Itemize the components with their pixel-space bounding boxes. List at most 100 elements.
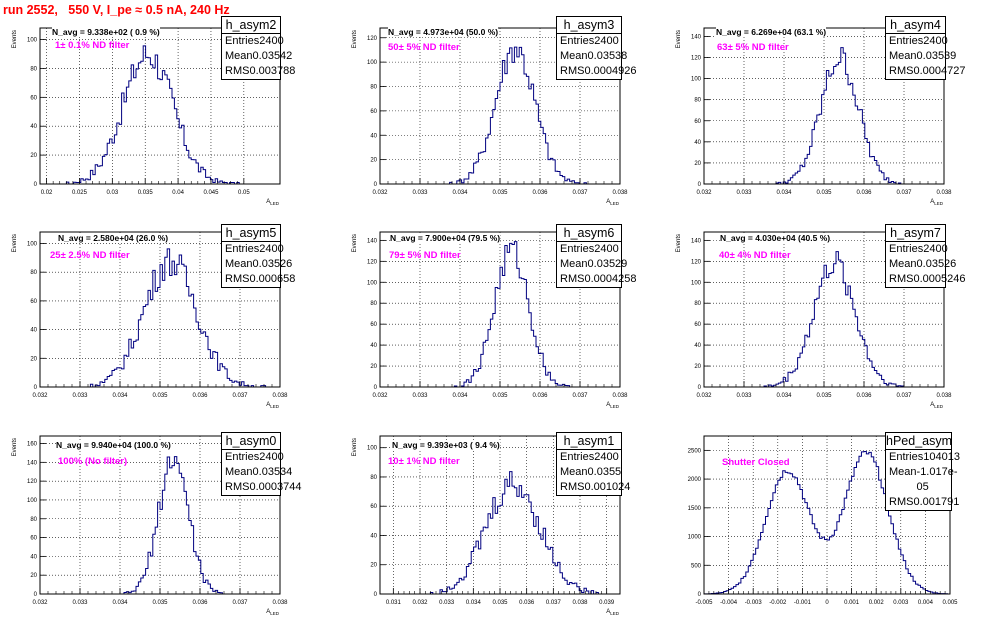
y-tick-label: 0 <box>374 385 378 391</box>
stat-box-hPed_asym: hPed_asym Entries 104013 Mean -1.017e-05 RMS 0… <box>885 432 960 511</box>
stat-row-entries: Entries 2400 <box>222 450 284 465</box>
x-tick-label: 0.035 <box>816 190 832 196</box>
x-tick-label: 0.036 <box>856 190 872 196</box>
stat-value: 0.0004926 <box>584 65 637 77</box>
stat-label: Mean <box>225 50 253 62</box>
stat-value: 0.03534 <box>252 466 293 478</box>
y-tick-label: 0 <box>698 182 702 188</box>
filter-label: 63± 5% ND filter <box>717 42 789 53</box>
y-tick-label: 100 <box>27 38 38 44</box>
y-tick-label: 20 <box>370 563 377 569</box>
x-tick-label: 0.033 <box>412 393 428 399</box>
y-tick-label: 60 <box>370 109 377 115</box>
y-tick-label: 40 <box>370 533 377 539</box>
stat-label: Entries <box>889 35 924 47</box>
y-tick-label: 100 <box>367 280 378 286</box>
y-tick-label: 100 <box>691 77 702 83</box>
navg-label: N_avg = 4.973e+04 (50.0 %) <box>388 27 499 37</box>
x-axis-title: ALED <box>606 402 620 409</box>
filter-label: 10± 1% ND filter <box>388 456 460 467</box>
histogram-line <box>703 451 951 595</box>
y-tick-label: 40 <box>694 140 701 146</box>
stat-value: 0.000658 <box>249 273 296 285</box>
stat-row-rms: RMS 0.0003744 <box>222 480 301 495</box>
stat-label: RMS <box>889 496 914 508</box>
x-tick-label: 0.035 <box>492 393 508 399</box>
y-tick-label: 20 <box>694 364 701 370</box>
histogram-line <box>380 471 620 595</box>
stat-label: RMS <box>889 273 914 285</box>
navg-label: N_avg = 9.940e+04 (100.0 %) <box>56 440 171 450</box>
x-axis-title: ALED <box>606 609 620 616</box>
x-tick-label: 0.035 <box>152 393 168 399</box>
x-axis-title: ALED <box>266 609 280 616</box>
x-tick-label: 0.033 <box>736 190 752 196</box>
y-axis-title: Events <box>352 438 358 456</box>
x-tick-label: 0.032 <box>32 600 48 606</box>
x-tick-label: 0.038 <box>272 600 288 606</box>
y-tick-label: 0 <box>698 385 702 391</box>
y-tick-label: 80 <box>694 301 701 307</box>
stat-value: 0.0004727 <box>913 65 966 77</box>
stat-row-entries: Entries 2400 <box>886 34 948 49</box>
y-axis-title: Events <box>352 234 358 252</box>
x-tick-label: 0.037 <box>572 190 588 196</box>
y-tick-label: 2500 <box>688 448 702 454</box>
y-tick-label: 60 <box>694 322 701 328</box>
x-tick-label: 0.034 <box>776 393 792 399</box>
stat-value: 2400 <box>259 243 284 255</box>
y-tick-label: 120 <box>367 36 378 42</box>
y-axis-title: Events <box>12 30 18 48</box>
stat-label: Mean <box>225 258 253 270</box>
x-tick-label: 0.034 <box>112 393 128 399</box>
x-tick-label: 0.032 <box>696 393 712 399</box>
y-tick-label: 40 <box>30 328 37 334</box>
stat-box-h_asym5: h_asym5 Entries 2400 Mean 0.03526 RMS 0.000658 <box>221 224 295 288</box>
x-tick-label: 0.002 <box>869 600 885 606</box>
stat-row-rms: RMS 0.001024 <box>557 480 630 495</box>
y-tick-label: 60 <box>370 322 377 328</box>
x-tick-label: 0.035 <box>816 393 832 399</box>
stat-row-rms: RMS 0.0004258 <box>557 272 636 287</box>
y-tick-label: 80 <box>30 517 37 523</box>
y-tick-label: 0 <box>374 182 378 188</box>
stat-value: 0.03539 <box>916 50 957 62</box>
stat-row-entries: Entries 2400 <box>557 34 621 49</box>
y-axis-title: Events <box>676 30 682 48</box>
x-tick-label: 0 <box>825 600 829 606</box>
x-tick-label: 0.035 <box>152 600 168 606</box>
x-tick-label: 0.037 <box>896 393 912 399</box>
x-tick-label: 0.035 <box>492 190 508 196</box>
x-tick-label: 0.037 <box>232 600 248 606</box>
x-tick-label: 0.039 <box>599 600 615 606</box>
x-tick-label: 0.004 <box>918 600 934 606</box>
stat-label: Mean <box>889 50 917 62</box>
stat-row-rms: RMS 0.003788 <box>222 64 295 79</box>
filter-label: 50± 5% ND filter <box>388 42 460 53</box>
x-tick-label: 0.034 <box>452 190 468 196</box>
stat-label: RMS <box>560 273 585 285</box>
y-tick-label: 1500 <box>688 506 702 512</box>
x-tick-label: 0.033 <box>439 600 455 606</box>
stat-label: Entries <box>560 35 595 47</box>
navg-label: N_avg = 6.269e+04 (63.1 %) <box>716 27 827 37</box>
y-tick-label: 40 <box>694 343 701 349</box>
x-tick-label: 0.036 <box>192 393 208 399</box>
filter-label: 79± 5% ND filter <box>389 250 461 261</box>
x-tick-label: 0.038 <box>572 600 588 606</box>
y-tick-label: 100 <box>367 60 378 66</box>
stat-row-entries: Entries 2400 <box>222 34 284 49</box>
stat-box-title: h_asym5 <box>222 225 280 242</box>
y-tick-label: 0 <box>698 592 702 598</box>
y-tick-label: 120 <box>27 479 38 485</box>
x-tick-label: -0.002 <box>769 600 787 606</box>
stat-row-mean: Mean 0.03534 <box>222 465 292 480</box>
y-axis-title: Events <box>352 30 358 48</box>
x-tick-label: -0.005 <box>695 600 713 606</box>
x-tick-label: 0.037 <box>572 393 588 399</box>
stat-value: 2400 <box>923 35 948 47</box>
stat-row-mean: Mean 0.03529 <box>557 257 627 272</box>
x-tick-label: 0.037 <box>232 393 248 399</box>
stat-value: 2400 <box>259 451 284 463</box>
